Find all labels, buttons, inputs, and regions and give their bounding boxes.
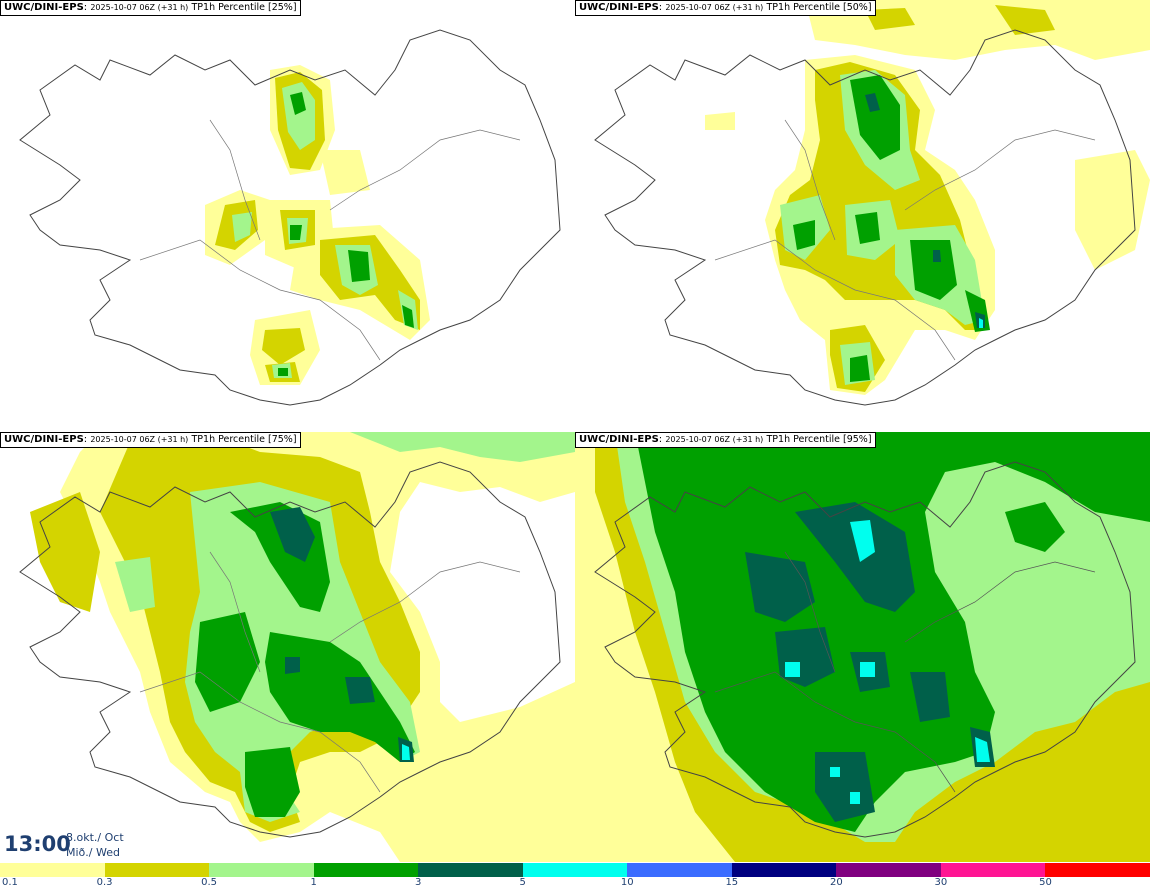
field-name: TP1h Percentile [25%] <box>191 2 297 13</box>
run-time: 2025-10-07 06Z (+31 h) <box>665 435 764 444</box>
valid-time-box: 13:00 8.okt./ Oct Mið./ Wed <box>0 826 128 862</box>
precipitation-map <box>19 432 575 862</box>
legend-colorbar <box>0 863 1150 877</box>
legend-tick-label: 50 <box>1039 877 1052 888</box>
run-time: 2025-10-07 06Z (+31 h) <box>90 3 189 12</box>
legend-tick-label: 15 <box>725 877 739 888</box>
legend-ticks: 0.1 0.3 0.5 1 3 5 10 15 20 30 50 <box>0 877 1150 891</box>
run-time: 2025-10-07 06Z (+31 h) <box>90 435 189 444</box>
legend-swatch <box>1045 863 1150 877</box>
field-name: TP1h Percentile [50%] <box>766 2 872 13</box>
legend-tick-label: 0.3 <box>96 877 113 888</box>
legend-swatch <box>0 863 105 877</box>
legend-swatch <box>627 863 732 877</box>
legend-swatch <box>418 863 523 877</box>
field-name: TP1h Percentile [95%] <box>766 434 872 445</box>
model-name: UWC/DINI-EPS <box>4 434 84 445</box>
legend-tick-label: 0.1 <box>2 877 18 888</box>
model-name: UWC/DINI-EPS <box>579 2 659 13</box>
valid-date-line2: Mið./ Wed <box>66 846 120 859</box>
legend-tick-label: 20 <box>829 877 843 888</box>
panel-header: UWC/DINI-EPS: 2025-10-07 06Z (+31 h) TP1… <box>575 0 876 16</box>
model-name: UWC/DINI-EPS <box>4 2 84 13</box>
precipitation-map <box>575 432 1150 862</box>
legend-tick-label: 30 <box>934 877 948 888</box>
map-panel-p50: UWC/DINI-EPS: 2025-10-07 06Z (+31 h) TP1… <box>575 0 1150 430</box>
legend-tick-label: 10 <box>620 877 634 888</box>
valid-date-line1: 8.okt./ Oct <box>66 831 124 844</box>
legend-swatch <box>104 863 210 877</box>
legend-swatch <box>731 863 837 877</box>
legend-swatch <box>836 863 941 877</box>
map-panel-p25: UWC/DINI-EPS: 2025-10-07 06Z (+31 h) TP1… <box>0 0 575 430</box>
field-name: TP1h Percentile [75%] <box>191 434 297 445</box>
panel-header: UWC/DINI-EPS: 2025-10-07 06Z (+31 h) TP1… <box>0 0 301 16</box>
legend-tick-label: 5 <box>519 877 526 888</box>
legend-swatch <box>313 863 419 877</box>
map-panel-p75: UWC/DINI-EPS: 2025-10-07 06Z (+31 h) TP1… <box>0 432 575 862</box>
panel-header: UWC/DINI-EPS: 2025-10-07 06Z (+31 h) TP1… <box>0 432 301 448</box>
legend-swatch <box>940 863 1046 877</box>
legend-tick-label: 0.5 <box>201 877 218 888</box>
run-time: 2025-10-07 06Z (+31 h) <box>665 3 764 12</box>
legend-swatch <box>209 863 314 877</box>
model-name: UWC/DINI-EPS <box>579 434 659 445</box>
legend-tick-label: 3 <box>414 877 422 888</box>
legend-swatch <box>522 863 628 877</box>
panel-header: UWC/DINI-EPS: 2025-10-07 06Z (+31 h) TP1… <box>575 432 876 448</box>
precipitation-map <box>594 0 1150 406</box>
precipitation-map <box>19 29 561 406</box>
map-panel-p95: UWC/DINI-EPS: 2025-10-07 06Z (+31 h) TP1… <box>575 432 1150 862</box>
valid-time: 13:00 <box>4 832 71 856</box>
legend-tick-label: 1 <box>310 877 317 888</box>
